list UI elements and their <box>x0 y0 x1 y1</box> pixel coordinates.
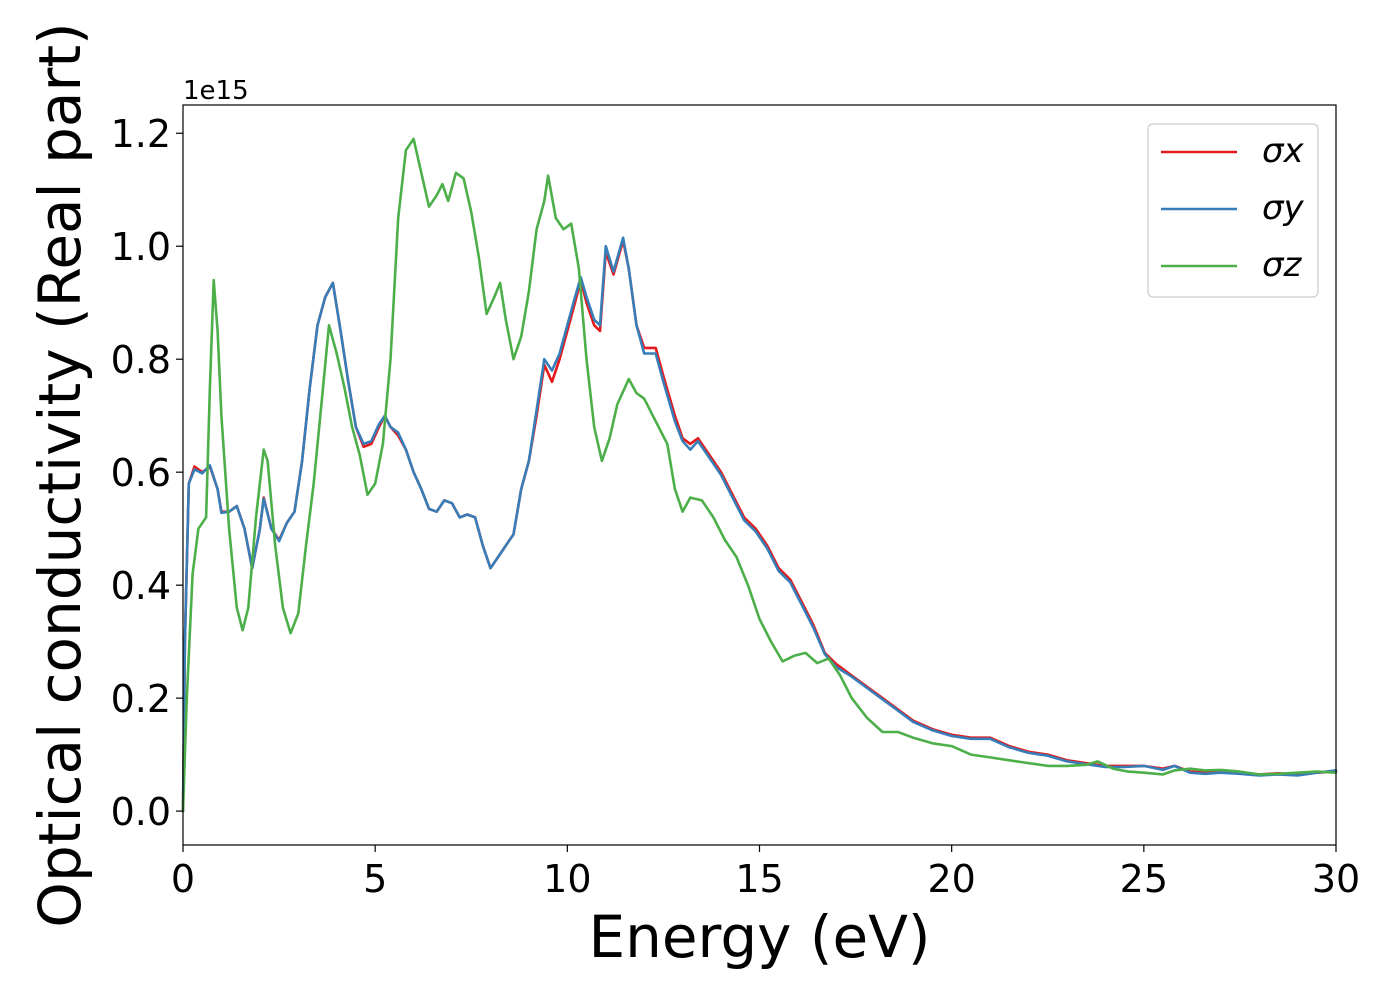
y-tick-label: 1.2 <box>111 112 171 156</box>
x-tick-label: 10 <box>543 857 591 901</box>
x-tick-label: 15 <box>735 857 783 901</box>
y-tick-label: 1.0 <box>111 225 171 269</box>
y-offset-text: 1e15 <box>183 76 249 106</box>
x-tick-label: 5 <box>363 857 387 901</box>
y-tick-label: 0.2 <box>111 677 171 721</box>
series-line-2 <box>181 236 1338 813</box>
legend: σx σy σz <box>1147 123 1319 298</box>
x-tick-label: 25 <box>1120 857 1168 901</box>
series-line-3 <box>181 137 1338 813</box>
y-axis-ticks: 0.0 0.2 0.4 0.6 0.8 1.0 1.2 <box>111 112 183 834</box>
y-axis-label: Optical conductivity (Real part) <box>26 22 94 927</box>
x-tick-label: 20 <box>927 857 975 901</box>
x-tick-label: 30 <box>1312 857 1360 901</box>
legend-label: σz <box>1262 245 1303 285</box>
plot-area <box>183 105 1336 845</box>
legend-label: σy <box>1262 188 1305 228</box>
y-tick-label: 0.8 <box>111 338 171 382</box>
x-tick-label: 0 <box>171 857 195 901</box>
legend-label: σx <box>1262 131 1305 171</box>
y-tick-label: 0.4 <box>111 564 171 608</box>
legend-frame <box>1147 123 1319 298</box>
x-axis-ticks: 0 5 10 15 20 25 30 <box>171 845 1360 901</box>
x-axis-label: Energy (eV) <box>588 903 930 971</box>
y-tick-label: 0.0 <box>111 790 171 834</box>
y-tick-label: 0.6 <box>111 451 171 495</box>
series-layer <box>181 137 1338 813</box>
